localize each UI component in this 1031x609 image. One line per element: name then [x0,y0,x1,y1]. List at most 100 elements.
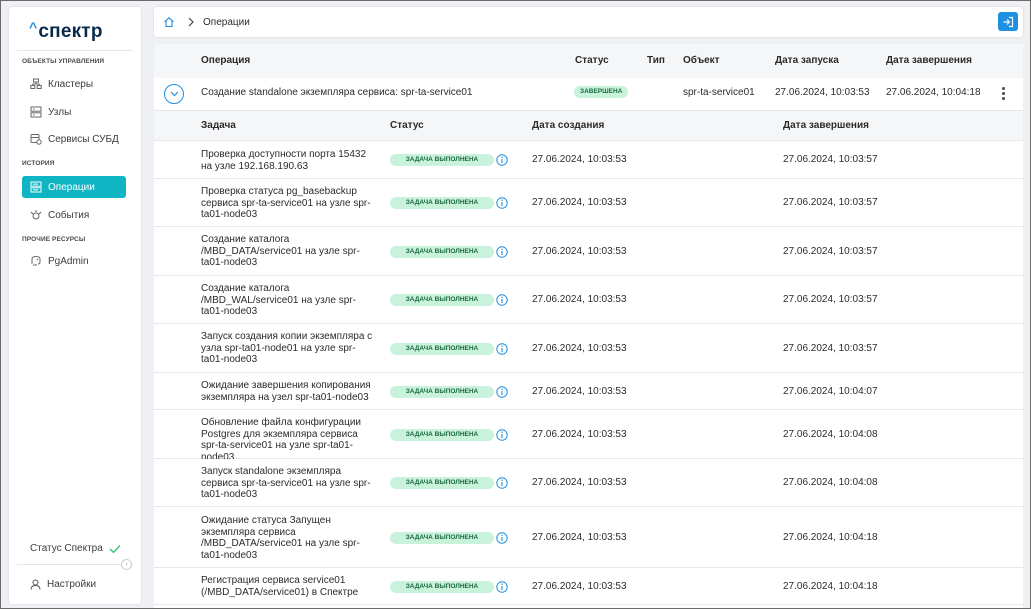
info-icon[interactable] [496,343,508,355]
task-status-badge: ЗАДАЧА ВЫПОЛНЕНА [390,429,494,441]
task-status-badge: ЗАДАЧА ВЫПОЛНЕНА [390,581,494,593]
sidebar-item-clusters[interactable]: Кластеры [22,73,126,95]
task-name: Запуск создания копии экземпляра с узла … [201,331,373,365]
task-row: Создание каталога /MBD_DATA/service01 на… [154,227,1023,276]
column-object[interactable]: Объект [683,55,720,66]
task-status-badge: ЗАДАЧА ВЫПОЛНЕНА [390,343,494,355]
column-task: Задача [201,120,236,131]
sidebar-item-label: Операции [48,181,95,193]
breadcrumb-current[interactable]: Операции [203,16,250,28]
task-finished-date: 27.06.2024, 10:03:57 [783,246,878,257]
task-name: Ожидание завершения копирования экземпля… [201,380,371,403]
info-icon[interactable] [496,246,508,258]
status-badge: ЗАВЕРШЕНА [574,86,629,98]
task-name: Ожидание статуса Запущен экземпляра серв… [201,515,360,561]
operation-object: spr-ta-service01 [683,87,755,98]
task-row: Создание каталога /MBD_WAL/service01 на … [154,276,1023,324]
sidebar: ^спектр ОБЪЕКТЫ УПРАВЛЕНИЯ Кластеры Узлы… [9,7,141,604]
task-status-badge: ЗАДАЧА ВЫПОЛНЕНА [390,246,494,258]
task-row: Ожидание статуса Запущен экземпляра серв… [154,507,1023,568]
column-status[interactable]: Статус [575,55,609,66]
elephant-icon [31,255,41,266]
task-status-badge: ЗАДАЧА ВЫПОЛНЕНА [390,477,494,489]
sidebar-section-history: ИСТОРИЯ [22,160,55,167]
task-created-date: 27.06.2024, 10:03:53 [532,429,627,440]
home-icon[interactable] [163,16,175,28]
settings-link[interactable]: Настройки [30,579,96,590]
logout-button[interactable] [998,12,1018,31]
info-icon[interactable] [496,197,508,209]
events-icon [30,210,42,220]
operations-table-header: Операция Статус Тип Объект Дата запуска … [154,44,1023,78]
task-name: Проверка доступности порта 15432 на узле… [201,149,367,172]
task-status-badge: ЗАДАЧА ВЫПОЛНЕНА [390,294,494,306]
sidebar-item-label: Узлы [48,106,72,118]
operations-panel: Операция Статус Тип Объект Дата запуска … [154,44,1023,608]
info-icon[interactable] [496,294,508,306]
info-icon[interactable] [496,581,508,593]
column-created: Дата создания [532,120,605,131]
task-finished-date: 27.06.2024, 10:04:08 [783,477,878,488]
task-created-date: 27.06.2024, 10:03:53 [532,197,627,208]
task-finished-date: 27.06.2024, 10:03:57 [783,197,878,208]
logo[interactable]: ^спектр [29,19,103,43]
task-status-badge: ЗАДАЧА ВЫПОЛНЕНА [390,386,494,398]
task-finished-date: 27.06.2024, 10:04:18 [783,581,878,592]
task-created-date: 27.06.2024, 10:03:53 [532,154,627,165]
task-row: Запуск standalone экземпляра сервиса spr… [154,459,1023,507]
settings-label: Настройки [47,579,97,590]
column-started[interactable]: Дата запуска [775,55,839,66]
sidebar-item-pgadmin[interactable]: PgAdmin [22,250,126,272]
task-created-date: 27.06.2024, 10:03:53 [532,532,627,543]
task-created-date: 27.06.2024, 10:03:53 [532,581,627,592]
operation-name: Создание standalone экземпляра сервиса: … [201,87,473,98]
task-name: Создание каталога /MBD_WAL/service01 на … [201,283,356,317]
column-operation[interactable]: Операция [201,55,251,66]
logout-icon [1003,16,1014,27]
task-finished-date: 27.06.2024, 10:03:57 [783,343,878,354]
kebab-menu-icon[interactable] [1002,87,1006,101]
info-icon[interactable] [496,532,508,544]
expand-row-button[interactable] [164,84,184,104]
cluster-icon [30,78,42,89]
sidebar-collapse-button[interactable]: ‹ [121,559,132,570]
task-status-badge: ЗАДАЧА ВЫПОЛНЕНА [390,154,494,166]
sidebar-item-operations[interactable]: Операции [22,176,126,198]
operation-finished: 27.06.2024, 10:04:18 [886,87,981,98]
sidebar-item-events[interactable]: События [22,204,126,226]
info-icon[interactable] [496,386,508,398]
task-name: Регистрация сервиса service01 (/MBD_DATA… [201,575,359,598]
task-finished-date: 27.06.2024, 10:04:18 [783,532,878,543]
sidebar-item-label: Сервисы СУБД [48,133,119,145]
task-created-date: 27.06.2024, 10:03:53 [532,477,627,488]
task-row: Регистрация сервиса service01 (/MBD_DATA… [154,568,1023,605]
column-task-finished: Дата завершения [783,120,869,131]
spectr-status[interactable]: Статус Спектра [30,543,121,554]
operation-row[interactable]: Создание standalone экземпляра сервиса: … [154,78,1023,111]
task-created-date: 27.06.2024, 10:03:53 [532,386,627,397]
operation-started: 27.06.2024, 10:03:53 [775,87,870,98]
sidebar-section-other: ПРОЧИЕ РЕСУРСЫ [22,236,86,243]
column-type[interactable]: Тип [647,55,665,66]
sidebar-item-nodes[interactable]: Узлы [22,101,126,123]
column-task-status: Статус [390,120,424,131]
user-icon [30,579,41,590]
sidebar-item-dbms[interactable]: Сервисы СУБД [22,128,126,150]
operations-icon [30,181,42,193]
column-finished[interactable]: Дата завершения [886,55,972,66]
logo-caret: ^ [29,19,38,35]
sidebar-section-objects: ОБЪЕКТЫ УПРАВЛЕНИЯ [22,58,105,65]
info-icon[interactable] [496,429,508,441]
task-created-date: 27.06.2024, 10:03:53 [532,246,627,257]
task-finished-date: 27.06.2024, 10:04:07 [783,386,878,397]
task-finished-date: 27.06.2024, 10:03:57 [783,294,878,305]
info-icon[interactable] [496,154,508,166]
database-settings-icon [30,134,42,145]
sidebar-item-label: События [48,209,90,221]
breadcrumb: Операции [163,16,250,28]
task-row: Запуск создания копии экземпляра с узла … [154,324,1023,373]
task-name: Проверка статуса pg_basebackup сервиса s… [201,186,371,220]
chevron-right-icon [188,17,194,27]
info-icon[interactable] [496,477,508,489]
